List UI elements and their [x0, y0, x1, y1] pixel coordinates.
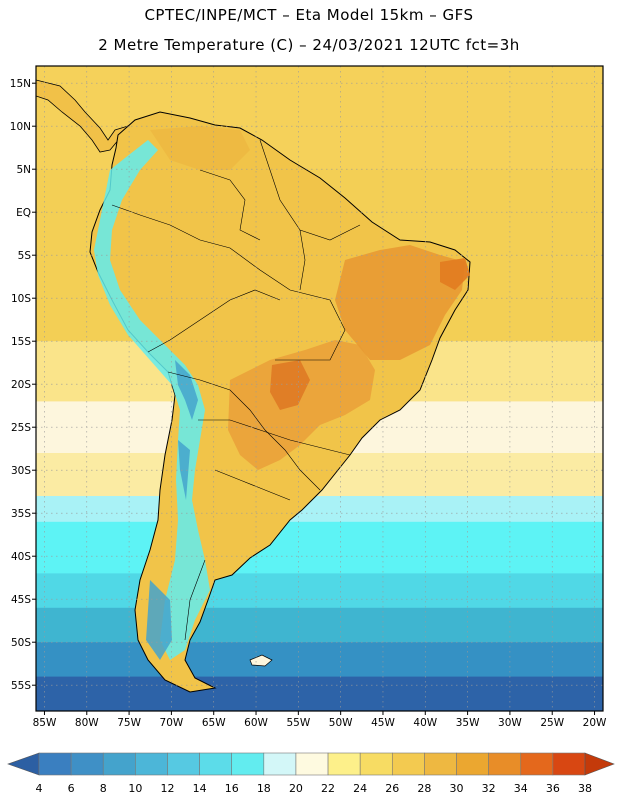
ocean-band-5 [36, 496, 603, 523]
colorbar-label: 4 [36, 782, 43, 795]
colorbar-swatch [295, 752, 329, 776]
ocean-band-7 [36, 573, 603, 609]
longitude-tick-labels: 85W 80W 75W 70W 65W 60W 55W 50W 45W 40W 35W 30W 25W 2… [33, 711, 607, 729]
country-borders [111, 139, 361, 641]
heat-region-central-south-america [228, 340, 375, 470]
heat-region-northeast-brazil [335, 245, 465, 360]
lon-label: 60W [244, 717, 268, 729]
colorbar-label: 34 [514, 782, 528, 795]
map-title-line-1: CPTEC/INPE/MCT – Eta Model 15km – GFS [144, 6, 474, 24]
colorbar-label: 32 [482, 782, 496, 795]
colorbar-swatch [456, 752, 489, 776]
colorbar-swatch [102, 752, 136, 776]
latitude-tick-labels: 15N 10N 5N EQ 5S 10S 15S 20S 25S 30S 35S 40S 45S 50S 5… [10, 78, 36, 692]
colorbar-label: 36 [546, 782, 560, 795]
lat-label: 5N [16, 164, 31, 176]
colorbar-swatch [424, 752, 457, 776]
colorbar-label: 10 [128, 782, 142, 795]
colorbar-swatch [359, 752, 393, 776]
northern-warm-band [150, 126, 250, 170]
colorbar-label: 28 [417, 782, 431, 795]
colorbar-swatch [167, 752, 200, 776]
lon-label: 20W [583, 717, 607, 729]
lat-label: 10N [10, 121, 31, 133]
lat-label: 15N [10, 78, 31, 90]
map-frame [35, 65, 604, 712]
lat-label: 10S [11, 293, 31, 305]
colorbar-swatch [552, 752, 586, 776]
lon-label: 30W [498, 717, 522, 729]
lon-label: 85W [33, 717, 57, 729]
hot-spot-maranhao [440, 258, 470, 290]
colorbar-under-arrow [7, 752, 40, 776]
colorbar-label: 30 [450, 782, 464, 795]
lon-label: 25W [540, 717, 564, 729]
colorbar-label: 8 [100, 782, 107, 795]
south-america-temperature-field [36, 79, 471, 693]
ocean-band-9 [36, 642, 603, 678]
lat-label: 20S [11, 379, 31, 391]
colorbar-swatch [38, 752, 72, 776]
lat-label: 50S [11, 637, 31, 649]
colorbar-label: 6 [68, 782, 75, 795]
lat-label: 35S [11, 508, 31, 520]
lon-label: 40W [413, 717, 437, 729]
colorbar-swatch [199, 752, 233, 776]
lat-label: 25S [11, 422, 31, 434]
ocean-band-10 [36, 676, 603, 711]
lon-label: 65W [202, 717, 226, 729]
colorbar-swatch [231, 752, 265, 776]
lat-label: 45S [11, 594, 31, 606]
temperature-colorbar: 4 6 8 10 12 14 16 18 20 22 24 26 28 30 32 34 36 38 [7, 752, 615, 795]
ocean-band-8 [36, 607, 603, 643]
colorbar-label: 24 [353, 782, 367, 795]
colorbar-swatch [327, 752, 361, 776]
map-title-line-2: 2 Metre Temperature (C) – 24/03/2021 12U… [98, 36, 520, 54]
falkland-islands [249, 654, 273, 667]
lat-label: 55S [11, 680, 31, 692]
lat-label: EQ [16, 207, 31, 219]
lon-label: 55W [286, 717, 310, 729]
lon-label: 35W [456, 717, 480, 729]
colorbar-label: 18 [257, 782, 271, 795]
colorbar-label: 38 [578, 782, 592, 795]
colorbar-label: 22 [321, 782, 335, 795]
colorbar-swatch [391, 752, 425, 776]
colorbar-swatch [135, 752, 168, 776]
colorbar-label: 14 [193, 782, 207, 795]
lon-label: 80W [75, 717, 99, 729]
lat-label: 40S [11, 551, 31, 563]
lon-label: 75W [117, 717, 141, 729]
lon-label: 50W [329, 717, 353, 729]
colorbar-label: 26 [385, 782, 399, 795]
ocean-band-6 [36, 521, 603, 574]
colorbar-swatch [520, 752, 554, 776]
colorbar-swatch [263, 752, 297, 776]
lon-label: 45W [371, 717, 395, 729]
colorbar-swatch [488, 752, 522, 776]
temperature-map: 15N 10N 5N EQ 5S 10S 15S 20S 25S 30S 35S 40S 45S 50S 5… [10, 65, 607, 729]
colorbar-label: 12 [160, 782, 174, 795]
colorbar-over-arrow [584, 752, 615, 776]
lat-label: 30S [11, 465, 31, 477]
colorbar-label: 20 [289, 782, 303, 795]
lat-label: 15S [11, 336, 31, 348]
andes-cold-region [94, 140, 210, 660]
lon-label: 70W [160, 717, 184, 729]
hot-spot-pantanal [270, 360, 310, 410]
lat-label: 5S [18, 250, 32, 262]
colorbar-label: 16 [225, 782, 239, 795]
colorbar-swatch [70, 752, 104, 776]
andes-coldest-core [146, 360, 198, 660]
